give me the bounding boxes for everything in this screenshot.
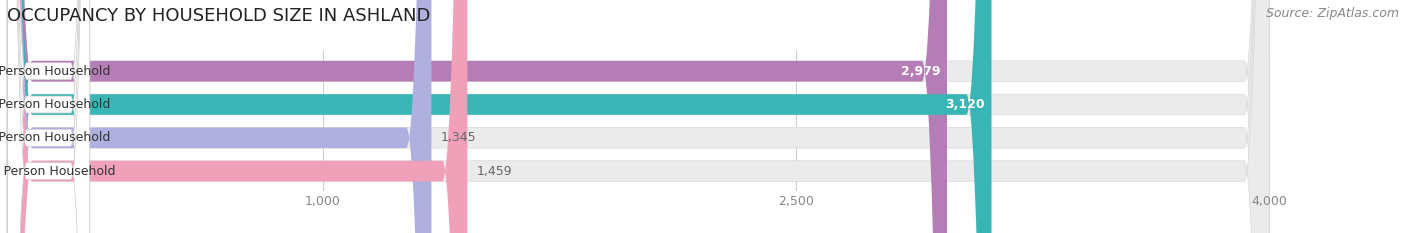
FancyBboxPatch shape (7, 0, 90, 233)
Text: Source: ZipAtlas.com: Source: ZipAtlas.com (1265, 7, 1399, 20)
FancyBboxPatch shape (7, 0, 90, 233)
FancyBboxPatch shape (7, 0, 90, 233)
FancyBboxPatch shape (7, 0, 991, 233)
FancyBboxPatch shape (7, 0, 1270, 233)
Text: OCCUPANCY BY HOUSEHOLD SIZE IN ASHLAND: OCCUPANCY BY HOUSEHOLD SIZE IN ASHLAND (7, 7, 430, 25)
Text: 2,979: 2,979 (901, 65, 941, 78)
FancyBboxPatch shape (7, 0, 948, 233)
FancyBboxPatch shape (7, 0, 1270, 233)
Text: 1-Person Household: 1-Person Household (0, 65, 111, 78)
Text: 2-Person Household: 2-Person Household (0, 98, 111, 111)
FancyBboxPatch shape (7, 0, 1270, 233)
Text: 3,120: 3,120 (946, 98, 986, 111)
FancyBboxPatch shape (7, 0, 1270, 233)
FancyBboxPatch shape (7, 0, 432, 233)
FancyBboxPatch shape (7, 0, 90, 233)
Text: 4+ Person Household: 4+ Person Household (0, 164, 115, 178)
Text: 1,459: 1,459 (477, 164, 512, 178)
Text: 1,345: 1,345 (441, 131, 477, 144)
Text: 3-Person Household: 3-Person Household (0, 131, 111, 144)
FancyBboxPatch shape (7, 0, 467, 233)
